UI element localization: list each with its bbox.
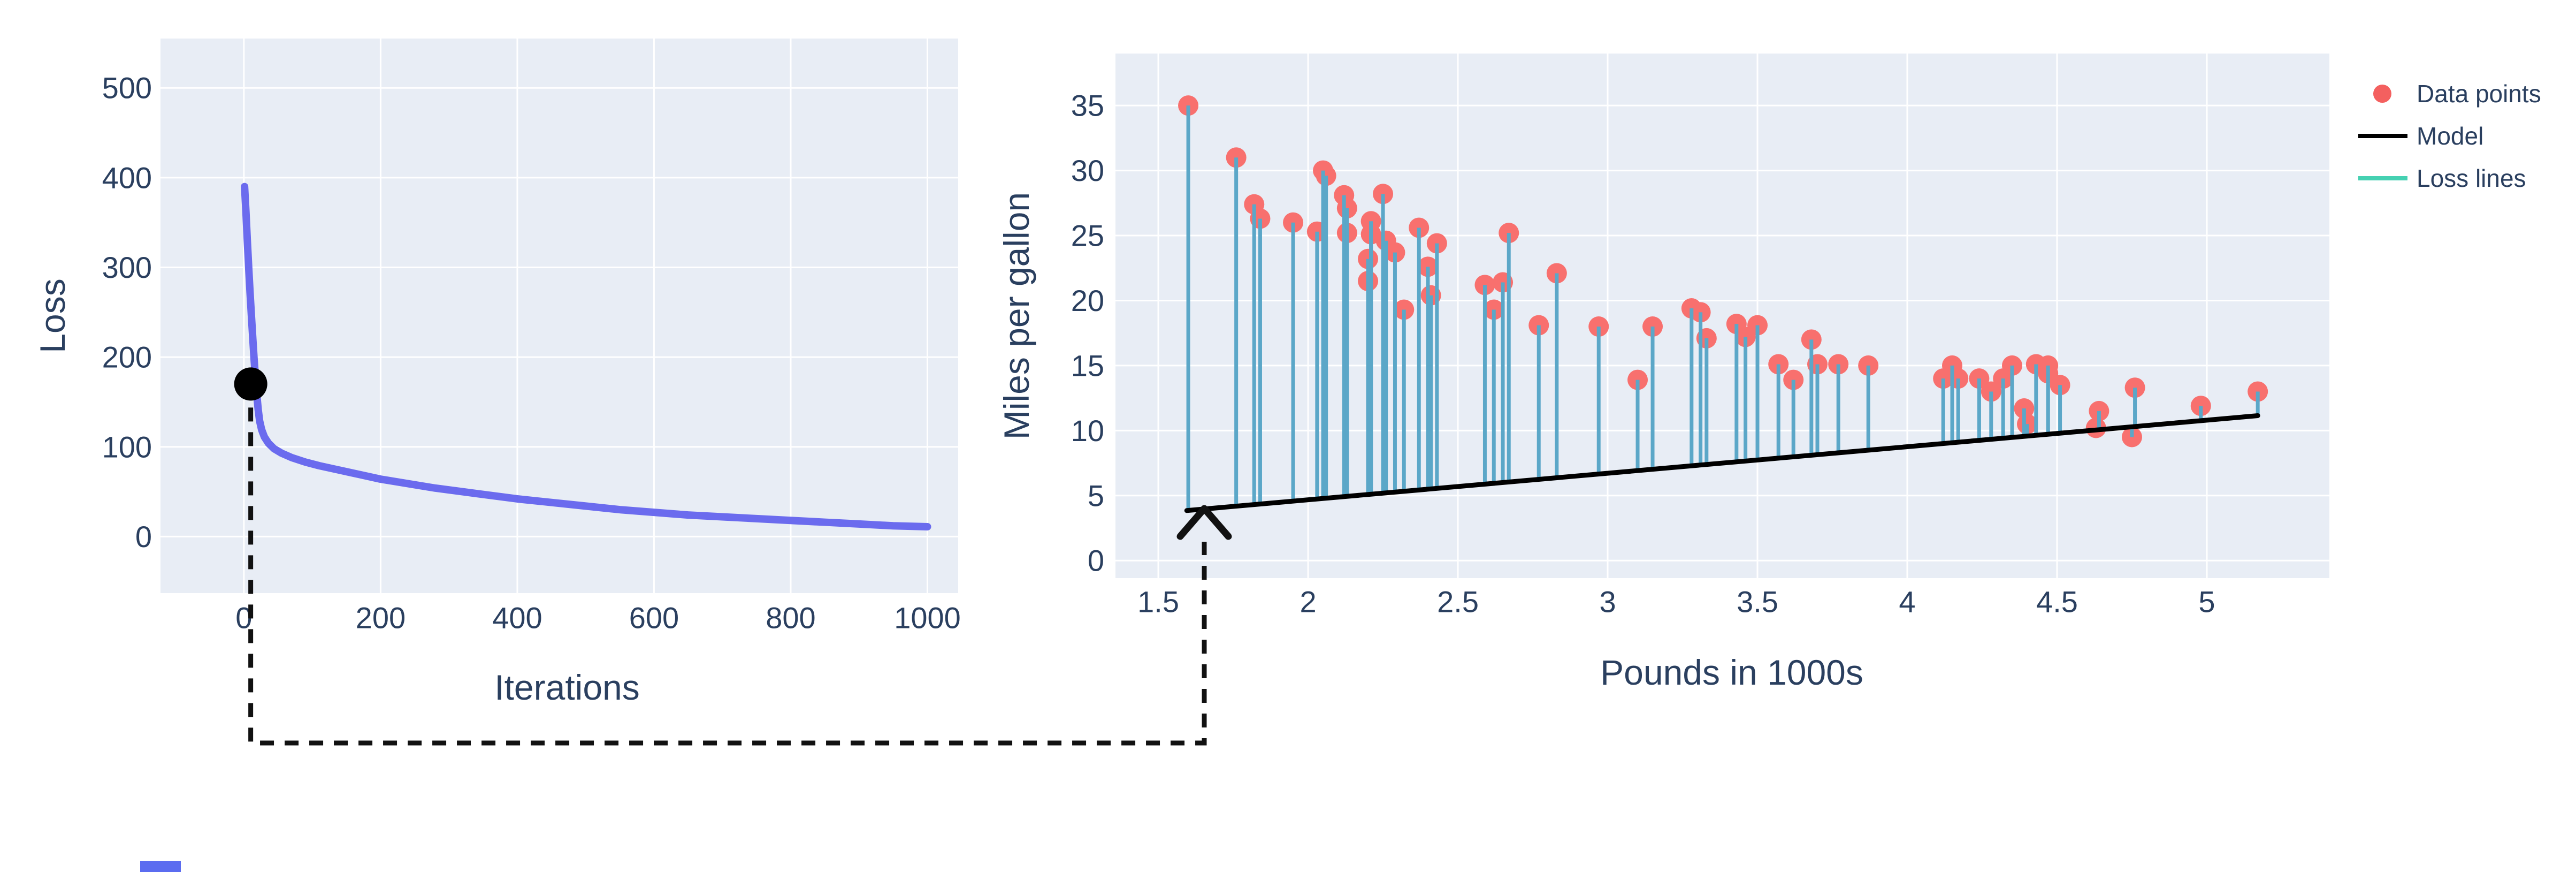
x-tick-label: 2 <box>1300 585 1316 619</box>
x-tick-label: 4.5 <box>2036 585 2078 619</box>
x-tick-label: 3.5 <box>1737 585 1778 619</box>
legend-item-loss-lines[interactable]: Loss lines <box>2358 164 2526 192</box>
loss-x-axis-title: Iterations <box>494 668 639 707</box>
y-tick-label: 25 <box>1071 219 1104 253</box>
model-fit-plot-area: 1.5 2 2.5 3 3.5 4 4.5 5 0 5 10 15 20 25 30 35 <box>1071 54 2329 619</box>
y-tick-label: 400 <box>102 161 152 194</box>
x-tick-label: 400 <box>492 601 542 635</box>
y-tick-label: 0 <box>1088 544 1104 578</box>
connector-dashed-path <box>248 407 1207 746</box>
arrowhead-icon <box>1176 505 1232 540</box>
model-line <box>1184 413 2260 513</box>
legend-item-data-points[interactable]: Data points <box>2373 80 2541 108</box>
x-tick-label: 1.5 <box>1137 585 1179 619</box>
y-tick-label: 100 <box>102 430 152 464</box>
y-tick-label: 35 <box>1071 89 1104 123</box>
legend-label: Model <box>2417 122 2483 150</box>
loss-curve <box>241 183 931 530</box>
y-tick-label: 20 <box>1071 284 1104 317</box>
y-tick-label: 500 <box>102 71 152 105</box>
model-fit-chart: 1.5 2 2.5 3 3.5 4 4.5 5 0 5 10 15 20 25 30 35 Miles per… <box>997 54 2541 692</box>
current-iteration-marker[interactable] <box>234 367 267 401</box>
pounds-x-axis-title: Pounds in 1000s <box>1600 653 1863 692</box>
mpg-y-axis-title: Miles per gallon <box>997 192 1036 439</box>
y-tick-label: 10 <box>1071 414 1104 448</box>
connector-arrow <box>248 407 1232 746</box>
x-tick-label: 200 <box>356 601 406 635</box>
partial-element-bottom <box>140 861 181 872</box>
legend-item-model[interactable]: Model <box>2358 122 2483 150</box>
legend-label: Loss lines <box>2417 164 2526 192</box>
x-tick-label: 1000 <box>894 601 961 635</box>
y-tick-label: 5 <box>1088 479 1104 512</box>
y-tick-label: 15 <box>1071 348 1104 382</box>
x-tick-label: 2.5 <box>1437 585 1479 619</box>
x-tick-label: 4 <box>1899 585 1915 619</box>
y-tick-label: 0 <box>135 520 152 553</box>
legend-label: Data points <box>2417 80 2541 108</box>
legend-marker-swatch <box>2373 85 2391 103</box>
plot-background <box>160 39 958 593</box>
x-tick-label: 5 <box>2198 585 2215 619</box>
y-tick-label: 30 <box>1071 154 1104 187</box>
x-tick-label: 3 <box>1599 585 1616 619</box>
y-tick-label: 200 <box>102 340 152 374</box>
loss-y-axis-title: Loss <box>33 278 72 353</box>
y-tick-label: 300 <box>102 251 152 284</box>
x-tick-label: 800 <box>766 601 815 635</box>
x-tick-label: 600 <box>629 601 679 635</box>
legend: Data points Model Loss lines <box>2358 80 2541 192</box>
